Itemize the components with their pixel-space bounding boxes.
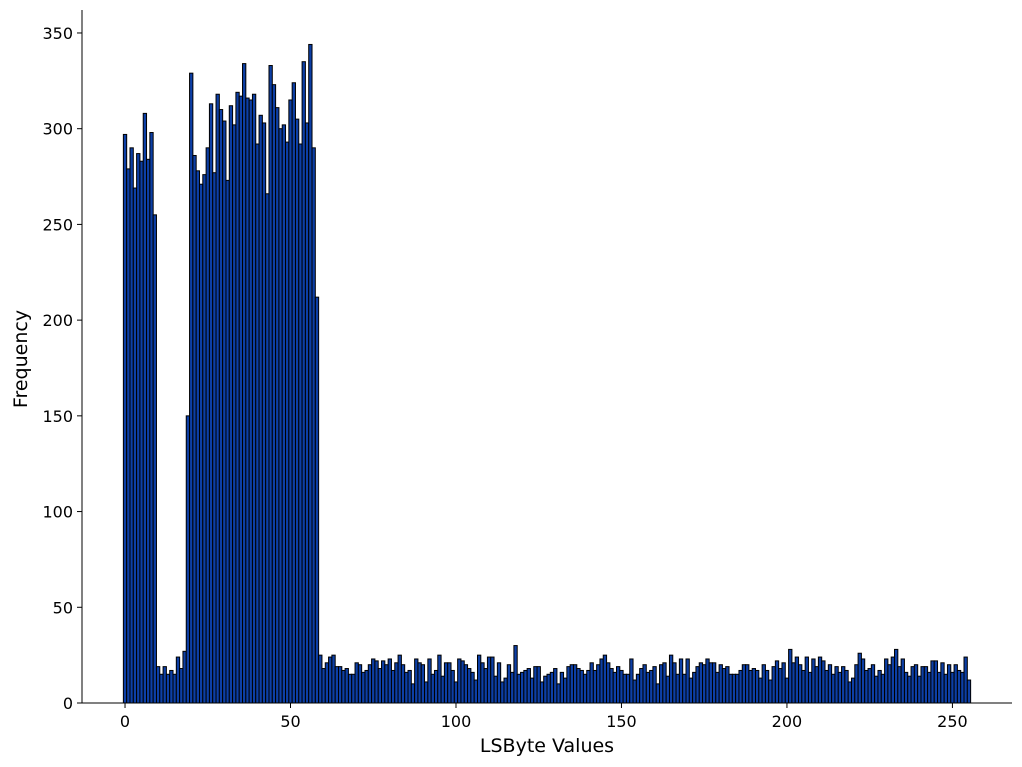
y-tick-label: 300 (42, 120, 73, 139)
y-tick-label: 150 (42, 407, 73, 426)
y-axis-label: Frequency (10, 310, 32, 408)
y-tick-label: 100 (42, 503, 73, 522)
bars-group (122, 43, 972, 704)
x-tick-label: 0 (120, 712, 130, 731)
x-tick-label: 200 (772, 712, 803, 731)
x-tick-label: 150 (606, 712, 637, 731)
histogram-bar (152, 214, 157, 704)
x-axis-label: LSByte Values (480, 735, 614, 757)
histogram-bar (966, 679, 972, 704)
y-axis-ticks: 0 50 100 150 200 250 300 350 (42, 24, 82, 713)
y-tick-label: 50 (53, 598, 73, 617)
histogram-bar (314, 296, 320, 704)
x-tick-label: 50 (280, 712, 300, 731)
x-tick-label: 250 (937, 712, 968, 731)
y-tick-label: 0 (63, 694, 73, 713)
y-tick-label: 350 (42, 24, 73, 43)
y-tick-label: 250 (42, 215, 73, 234)
y-tick-label: 200 (42, 311, 73, 330)
x-axis-ticks: 0 50 100 150 200 250 (120, 703, 968, 731)
x-tick-label: 100 (441, 712, 472, 731)
